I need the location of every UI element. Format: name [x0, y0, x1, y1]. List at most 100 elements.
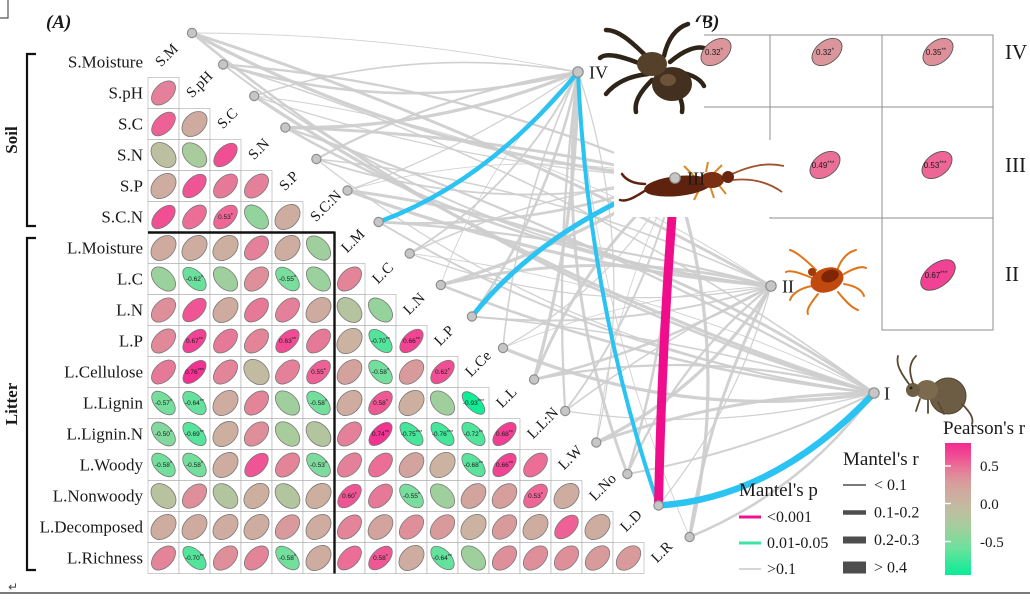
cell-value-label: 0.63** — [279, 337, 297, 345]
correlation-ellipse — [151, 452, 176, 478]
mantel-edge-gray — [253, 95, 772, 287]
correlation-ellipse — [492, 452, 517, 478]
correlation-ellipse — [337, 545, 362, 571]
variable-node — [311, 153, 322, 165]
cell-value-label: -0.76*** — [432, 430, 454, 438]
matrix-row-label: L.Woody — [80, 456, 144, 475]
panel-b-row-label: III — [1005, 153, 1026, 177]
group-node-label: I — [884, 384, 890, 404]
correlation-ellipse — [305, 297, 332, 323]
correlation-ellipse — [368, 359, 393, 385]
variable-node — [373, 216, 384, 228]
correlation-ellipse — [522, 545, 549, 571]
correlation-ellipse — [305, 514, 332, 540]
animal-layer — [597, 21, 992, 428]
correlation-ellipse — [182, 452, 207, 478]
correlation-ellipse — [523, 452, 548, 478]
matrix-diagonal-label: S.P — [277, 169, 303, 195]
mantel-edge-gray — [564, 392, 875, 420]
pearson-colorbar — [945, 443, 971, 575]
matrix-diagonal-label: S.M — [153, 41, 182, 70]
correlation-ellipse — [523, 483, 548, 509]
correlation-ellipse — [368, 483, 393, 509]
mantel-r-item-label: 0.1-0.2 — [874, 505, 919, 522]
mantel-edge-gray — [688, 391, 876, 539]
correlation-ellipse — [337, 514, 362, 540]
variable-node — [622, 468, 633, 480]
panel-b-ellipse — [922, 37, 954, 67]
correlation-ellipse — [151, 328, 176, 354]
correlation-ellipse — [553, 483, 580, 509]
mantel-edge-gray — [221, 63, 580, 95]
correlation-ellipse — [243, 483, 270, 509]
correlation-ellipse — [460, 513, 487, 541]
mantel-r-item-label: 0.2-0.3 — [874, 532, 919, 549]
group-node-iv — [572, 66, 584, 78]
variable-node — [217, 59, 229, 70]
matrix-diagonal-label: L.Ce — [463, 348, 495, 380]
correlation-ellipse — [368, 422, 393, 446]
correlation-ellipse — [182, 173, 207, 199]
correlation-ellipse — [243, 358, 270, 386]
panel-b-row-label: IV — [1005, 40, 1027, 64]
correlation-ellipse — [399, 483, 424, 509]
mantel-edge-cyan — [655, 389, 878, 509]
cell-value-label: -0.53* — [310, 461, 328, 469]
variable-node — [404, 248, 415, 259]
correlation-ellipse — [151, 111, 176, 137]
matrix-diagonal-label: S.N — [246, 136, 274, 164]
matrix-diagonal-label: L.M — [339, 226, 369, 256]
mantel-edge-gray — [408, 71, 579, 255]
correlation-ellipse — [213, 359, 238, 385]
correlation-ellipse — [212, 483, 239, 509]
correlation-ellipse — [305, 421, 332, 447]
mantel-edge-gray — [346, 71, 579, 192]
mantel-edge-gray — [283, 70, 580, 130]
correlation-ellipse — [274, 483, 301, 509]
correlation-ellipse — [212, 421, 239, 447]
correlation-ellipse — [181, 111, 208, 137]
correlation-ellipse — [244, 204, 269, 230]
correlation-ellipse — [306, 452, 331, 478]
correlation-ellipse — [461, 391, 486, 415]
mantel-p-item-label: <0.001 — [767, 509, 812, 526]
mantel-edge-gray — [190, 31, 773, 288]
correlation-ellipse — [212, 390, 239, 416]
correlation-ellipse — [243, 421, 270, 447]
variable-node — [186, 27, 198, 39]
mantel-edge-gray — [252, 94, 876, 395]
panel-b-ellipse — [700, 37, 732, 67]
variable-node — [342, 185, 353, 196]
matrix-row-label: L.N — [116, 301, 143, 320]
correlation-ellipse — [212, 235, 239, 261]
correlation-ellipse — [337, 483, 362, 509]
correlation-ellipse — [336, 327, 363, 355]
correlation-ellipse — [368, 452, 393, 478]
correlation-ellipse — [275, 359, 300, 385]
matrix-diagonal-label: L.No — [587, 471, 620, 504]
correlation-ellipse — [182, 545, 207, 571]
matrix-row-label: S.C — [118, 115, 143, 134]
cell-value-label: -0.70** — [185, 554, 205, 562]
correlation-ellipse — [554, 514, 579, 540]
pearson-colorbar-ticks — [945, 465, 951, 543]
correlation-ellipse — [461, 452, 486, 478]
correlation-ellipse — [244, 173, 269, 199]
correlation-ellipse — [275, 452, 300, 478]
cell-value-label: 0.58* — [373, 554, 389, 562]
variable-node — [248, 90, 260, 102]
group-node-i — [868, 387, 880, 399]
correlation-ellipse — [306, 266, 331, 292]
cell-value-label: -0.55* — [279, 275, 297, 283]
correlation-ellipse — [151, 80, 176, 106]
legend-mantel-r: Mantel's r < 0.1 0.1-0.2 0.2-0.3 > 0.4 — [843, 449, 919, 577]
correlation-ellipse — [305, 483, 332, 509]
correlation-ellipse — [306, 390, 331, 416]
mantel-edge-gray — [439, 283, 876, 395]
mantel-edge-gray — [440, 71, 579, 286]
correlation-ellipse — [274, 204, 301, 230]
variable-node — [466, 311, 478, 322]
correlation-ellipse — [150, 142, 177, 168]
panel-b-ellipse — [920, 259, 956, 291]
correlation-ellipse — [212, 545, 239, 571]
